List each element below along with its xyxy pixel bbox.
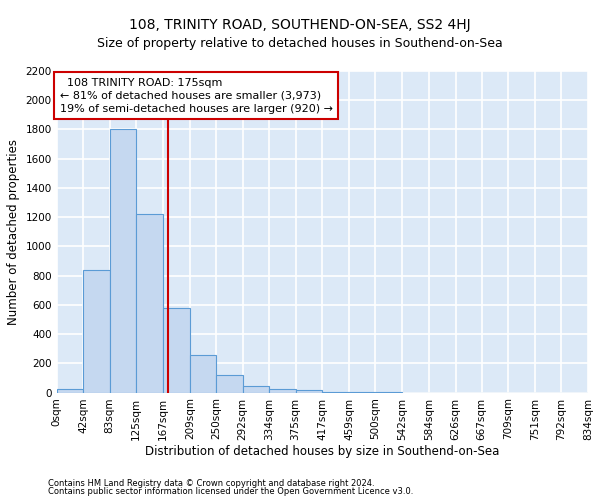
X-axis label: Distribution of detached houses by size in Southend-on-Sea: Distribution of detached houses by size … — [145, 445, 500, 458]
Bar — [83, 270, 110, 392]
Bar — [163, 308, 190, 392]
Text: 108 TRINITY ROAD: 175sqm
← 81% of detached houses are smaller (3,973)
19% of sem: 108 TRINITY ROAD: 175sqm ← 81% of detach… — [60, 78, 333, 114]
Text: Contains public sector information licensed under the Open Government Licence v3: Contains public sector information licen… — [48, 487, 413, 496]
Bar — [269, 389, 296, 392]
Bar — [110, 130, 136, 392]
Bar — [216, 375, 242, 392]
Bar — [296, 390, 322, 392]
Text: Contains HM Land Registry data © Crown copyright and database right 2024.: Contains HM Land Registry data © Crown c… — [48, 478, 374, 488]
Y-axis label: Number of detached properties: Number of detached properties — [7, 138, 20, 324]
Text: Size of property relative to detached houses in Southend-on-Sea: Size of property relative to detached ho… — [97, 38, 503, 51]
Bar — [190, 354, 216, 393]
Text: 108, TRINITY ROAD, SOUTHEND-ON-SEA, SS2 4HJ: 108, TRINITY ROAD, SOUTHEND-ON-SEA, SS2 … — [129, 18, 471, 32]
Bar — [242, 386, 269, 392]
Bar — [136, 214, 163, 392]
Bar — [56, 389, 83, 392]
